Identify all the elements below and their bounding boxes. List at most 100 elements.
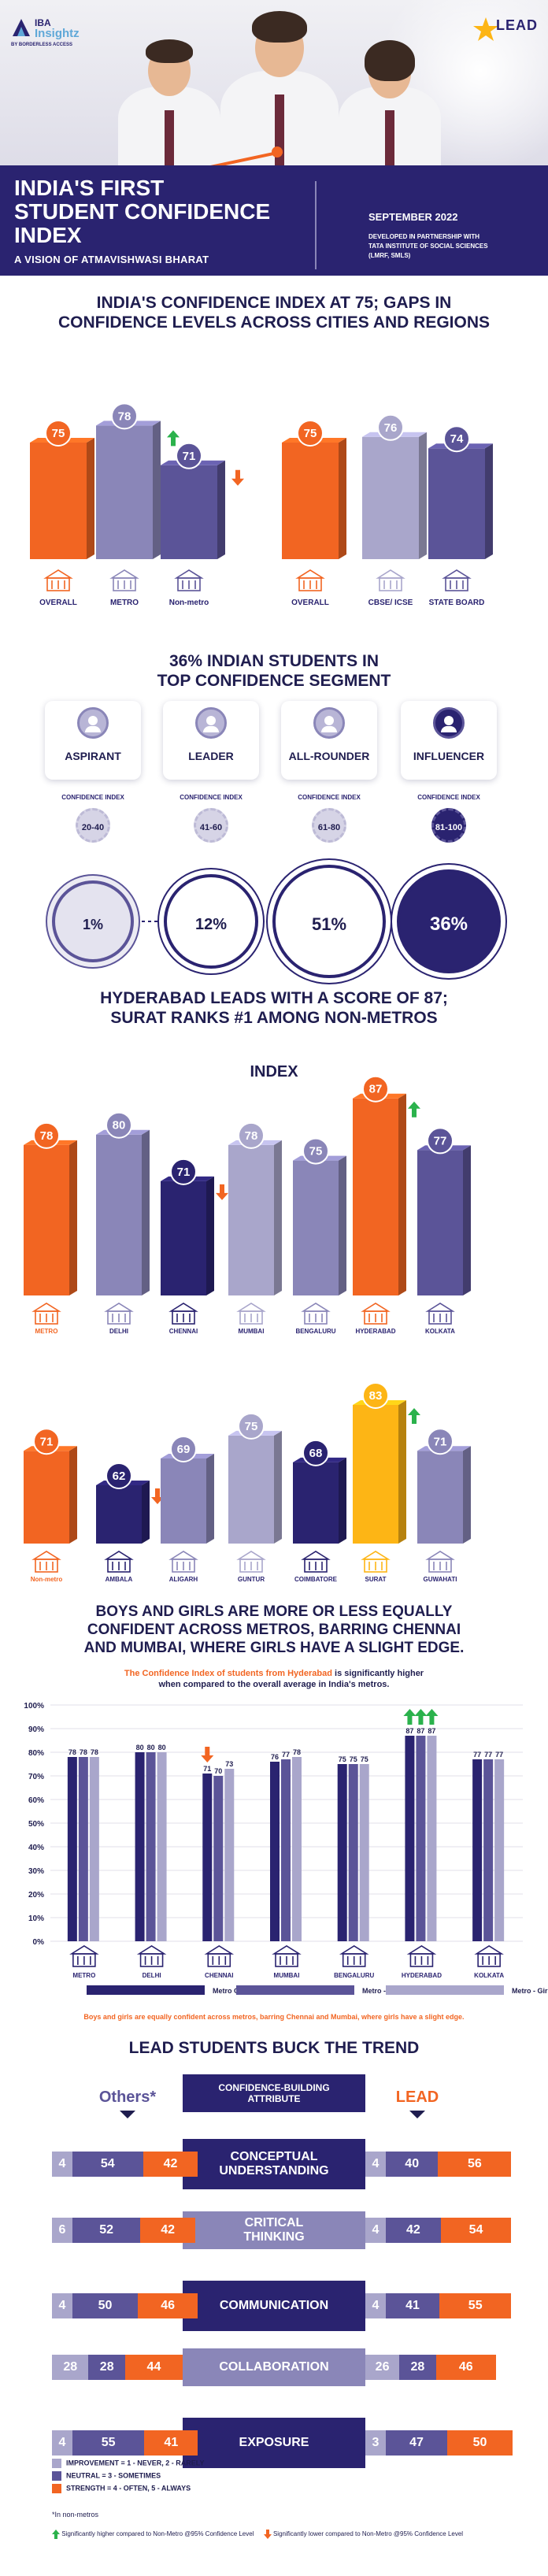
bar-mumbai-series-2 xyxy=(292,1757,302,1941)
others-segment-strength: 41 xyxy=(144,2430,198,2456)
svg-text:78: 78 xyxy=(40,1129,54,1143)
city-value-bubble-2: 69 xyxy=(170,1436,197,1462)
title-line-3: INDEX xyxy=(14,223,82,247)
bar-hyderabad-series-1 xyxy=(416,1736,426,1941)
city-icon-1 xyxy=(136,1945,167,1967)
bar-non-metro xyxy=(161,460,225,559)
category-label-0: OVERALL xyxy=(39,599,77,607)
others-segment-improvement: 6 xyxy=(52,2218,72,2243)
up-arrow-icon xyxy=(167,430,180,447)
city-bar-bengaluru xyxy=(293,1155,346,1295)
city-value-bubble-6: 71 xyxy=(427,1428,454,1455)
legend-swatch-1 xyxy=(236,1985,354,1995)
others-segment-improvement: 4 xyxy=(52,2430,72,2456)
lead-stacked-bar: 3 47 50 xyxy=(365,2430,513,2456)
legend-improvement-text: IMPROVEMENT = 1 - NEVER, 2 - RARELY xyxy=(66,2459,205,2467)
bar-overall xyxy=(282,438,346,559)
group-icon xyxy=(195,707,227,739)
bar-value-label: 73 xyxy=(225,1760,233,1768)
city-value-bubble-4: 75 xyxy=(302,1137,329,1165)
sig-higher-icon xyxy=(52,2530,60,2539)
city-value-bubble-4: 68 xyxy=(302,1439,329,1466)
bar-overall xyxy=(30,438,94,559)
x-label-6: KOLKATA xyxy=(474,1972,504,1979)
legend-neutral-text: NEUTRAL = 3 - SOMETIMES xyxy=(66,2471,161,2480)
svg-text:87: 87 xyxy=(369,1083,383,1096)
section4-title-line-2: CONFIDENT ACROSS METROS, BARRING CHENNAI xyxy=(87,1622,461,1638)
title-line-1: INDIA'S FIRST xyxy=(14,176,165,200)
attribute-box: COLLABORATION xyxy=(183,2348,365,2386)
lead-segment-improvement: 4 xyxy=(365,2218,386,2243)
segment-name: INFLUENCER xyxy=(413,750,485,762)
segment-share: 51% xyxy=(272,865,386,978)
down-arrow-icon xyxy=(201,1747,214,1762)
city-icon-6 xyxy=(425,1551,455,1573)
legend-strength: STRENGTH = 4 - OFTEN, 5 - ALWAYS xyxy=(52,2484,191,2493)
city-icon-3 xyxy=(236,1551,266,1573)
footnote-nonmetro: *In non-metros xyxy=(52,2511,99,2519)
section3-title-line-2: SURAT RANKS #1 AMONG NON-METROS xyxy=(110,1009,438,1027)
category-icon-2 xyxy=(442,569,472,591)
city-value-bubble-0: 78 xyxy=(33,1121,60,1149)
lead-logo-text: LEAD xyxy=(496,17,538,33)
student-center-photo xyxy=(220,8,339,165)
partner-line-1: DEVELOPED IN PARTNERSHIP WITH xyxy=(368,233,480,240)
person-icon xyxy=(77,707,109,739)
bar-value-label: 80 xyxy=(136,1744,144,1751)
legend-block: IMPROVEMENT = 1 - NEVER, 2 - RARELY NEUT… xyxy=(52,2459,367,2506)
value-bubble-1: 76 xyxy=(377,413,404,441)
brand-mark-icon xyxy=(13,19,30,36)
svg-text:74: 74 xyxy=(450,432,464,446)
bar-value-label: 76 xyxy=(271,1753,279,1761)
section3-title-line-1: HYDERABAD LEADS WITH A SCORE OF 87; xyxy=(100,989,448,1007)
city-value-bubble-6: 77 xyxy=(427,1127,454,1155)
bar-bengaluru-series-2 xyxy=(359,1764,369,1941)
city-icon-3 xyxy=(272,1945,302,1967)
lead-segment-neutral: 28 xyxy=(399,2355,436,2380)
city-value-bubble-5: 87 xyxy=(362,1075,389,1103)
city-value-bubble-3: 75 xyxy=(238,1412,265,1440)
bar-kolkata-series-0 xyxy=(472,1759,483,1941)
city-label-3: GUNTUR xyxy=(238,1576,265,1583)
city-icon-0 xyxy=(31,1551,61,1573)
segment-share: 36% xyxy=(397,869,501,973)
lead-stacked-bar: 26 28 46 xyxy=(365,2355,496,2380)
broadcast-icon xyxy=(433,707,465,739)
chart-gender-metros: 0% 10% 20% 30% 40% 50% 60% 70% 80% 90% 100% 78 78 78 M… xyxy=(24,1702,548,1995)
city-bar-delhi xyxy=(96,1129,150,1295)
title-subtitle: A VISION OF ATMAVISHWASI BHARAT xyxy=(14,254,209,265)
others-segment-improvement: 4 xyxy=(52,2152,72,2177)
bar-metro xyxy=(96,421,161,559)
lead-stacked-bar: 4 41 55 xyxy=(365,2293,512,2318)
city-bar-hyderabad xyxy=(353,1093,406,1295)
segment-name: LEADER xyxy=(188,750,234,762)
section1-title-line-2: CONFIDENCE LEVELS ACROSS CITIES AND REGI… xyxy=(58,313,490,332)
attribute-header-box: CONFIDENCE-BUILDING ATTRIBUTE xyxy=(183,2074,365,2112)
title-line-2: STUDENT CONFIDENCE xyxy=(14,199,271,224)
category-icon-1 xyxy=(109,569,139,591)
others-stacked-bar: 28 28 44 xyxy=(52,2355,183,2380)
lead-segment-neutral: 47 xyxy=(386,2430,448,2456)
city-bar-aligarh xyxy=(161,1454,214,1544)
y-tick-label: 40% xyxy=(28,1844,44,1852)
value-bubble-0: 75 xyxy=(297,420,324,447)
others-stacked-bar: 4 54 42 xyxy=(52,2152,198,2177)
category-label-2: STATE BOARD xyxy=(429,599,485,607)
city-label-6: KOLKATA xyxy=(425,1328,455,1335)
legend-swatch-neutral xyxy=(52,2471,61,2481)
city-bar-kolkata xyxy=(417,1145,471,1295)
others-segment-improvement: 28 xyxy=(52,2355,89,2380)
bar-metro-series-1 xyxy=(78,1757,88,1941)
bar-value-label: 70 xyxy=(214,1767,222,1775)
lead-segment-improvement: 4 xyxy=(365,2293,386,2318)
bar-hyderabad-series-2 xyxy=(427,1736,437,1941)
city-bar-guwahati xyxy=(417,1446,471,1544)
student-left-photo xyxy=(118,32,220,165)
svg-text:75: 75 xyxy=(309,1145,323,1158)
x-label-3: MUMBAI xyxy=(274,1972,300,1979)
legend-swatch-2 xyxy=(386,1985,504,1995)
city-icon-4 xyxy=(301,1551,331,1573)
city-bar-ambala xyxy=(96,1481,150,1544)
city-label-6: GUWAHATI xyxy=(424,1576,457,1583)
index-label: INDEX xyxy=(250,1063,298,1080)
